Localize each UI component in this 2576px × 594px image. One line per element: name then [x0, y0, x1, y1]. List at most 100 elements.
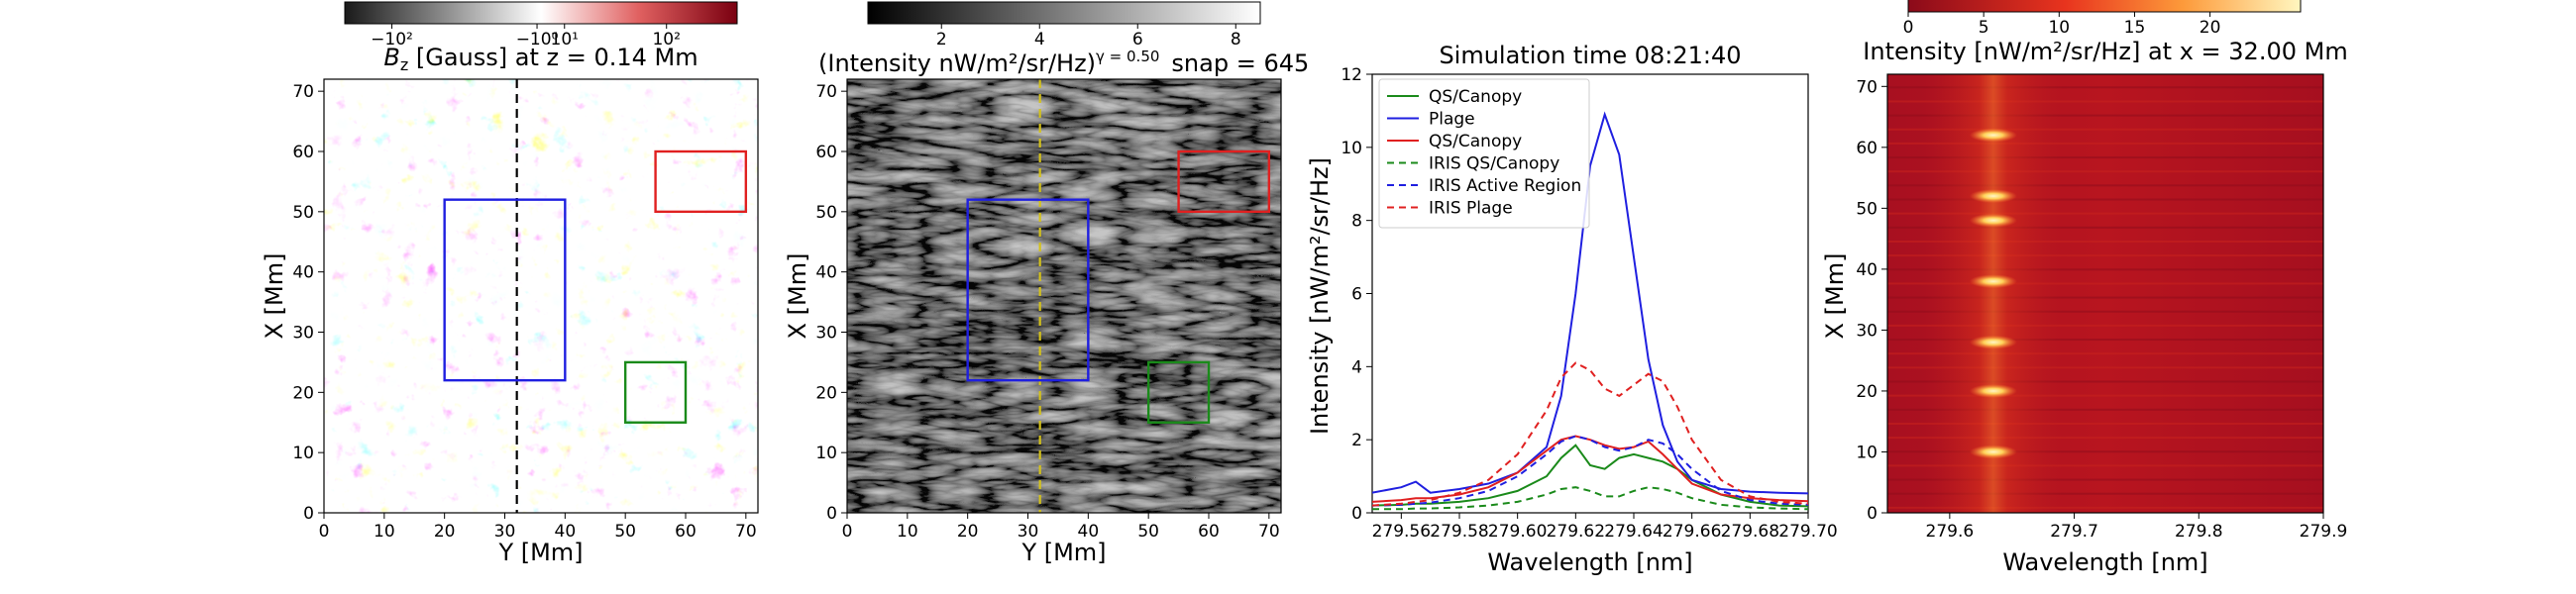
- x-tick-label: 279.66: [1663, 522, 1721, 542]
- y-tick-label: 50: [292, 203, 314, 223]
- y-tick-label: 20: [292, 383, 314, 403]
- y-tick-label: 30: [292, 324, 314, 344]
- y-tick-label: 30: [815, 324, 837, 344]
- spectrogram-row: [1887, 114, 2323, 117]
- intensity-title: (Intensity nW/m²/sr/Hz)γ = 0.50 snap = 64…: [818, 48, 1309, 77]
- x-tick-label: 30: [494, 522, 516, 542]
- series-line: [1372, 361, 1808, 507]
- y-tick-label: 0: [1351, 504, 1362, 524]
- colorbar-tick-label: 5: [1979, 18, 1989, 38]
- legend-box: [1378, 78, 1590, 229]
- bz-colorbar: [344, 1, 738, 25]
- y-tick-label: 4: [1351, 357, 1362, 377]
- legend-label: IRIS Plage: [1429, 199, 1513, 219]
- spectrogram-bright-row: [1969, 383, 2017, 398]
- x-tick-label: 60: [675, 522, 697, 542]
- x-tick-label: 70: [1258, 522, 1280, 542]
- spectrogram-row: [1887, 128, 2323, 131]
- qs-canopy-box-red: [654, 149, 748, 214]
- spectrogram-ylabel: X [Mm]: [1821, 253, 1849, 340]
- y-tick-label: 0: [303, 504, 314, 524]
- x-tick-label: 40: [1078, 522, 1100, 542]
- spectra-ylabel: Intensity [nW/m²/sr/Hz]: [1306, 157, 1334, 435]
- y-tick-label: 10: [1856, 443, 1878, 462]
- y-tick-label: 12: [1341, 65, 1362, 85]
- y-tick-label: 60: [815, 143, 837, 162]
- colorbar-tick-label: 6: [1132, 30, 1143, 50]
- y-tick-label: 40: [815, 263, 837, 283]
- spectrogram-colorbar: [1907, 0, 2302, 13]
- spectrogram-row: [1887, 464, 2323, 467]
- series-line: [1372, 486, 1808, 511]
- x-tick-label: 50: [1137, 522, 1159, 542]
- x-tick-label: 279.56: [1372, 522, 1431, 542]
- x-tick-label: 279.9: [2300, 522, 2348, 542]
- x-tick-label: 0: [319, 522, 330, 542]
- spectrogram-row: [1887, 226, 2323, 229]
- spectrogram-row: [1887, 366, 2323, 369]
- y-tick-label: 10: [292, 444, 314, 463]
- x-tick-label: 279.8: [2175, 522, 2223, 542]
- spectrogram-row: [1887, 310, 2323, 313]
- spectrogram-row: [1887, 339, 2323, 342]
- x-tick-label: 70: [735, 522, 757, 542]
- spectra-panel: Simulation time 08:21:40 279.56 279.58 279…: [1306, 42, 1838, 576]
- y-tick-label: 60: [1856, 139, 1878, 158]
- spectrogram-colorbar-ticks: 0 5 10 15 20: [1903, 12, 2221, 38]
- y-tick-label: 6: [1351, 285, 1362, 305]
- colorbar-tick-label: 15: [2124, 18, 2146, 38]
- intensity-axes-frame: [846, 78, 1282, 514]
- legend-label: IRIS Active Region: [1429, 176, 1581, 196]
- bz-ylabel: X [Mm]: [261, 253, 288, 340]
- x-tick-label: 10: [374, 522, 395, 542]
- y-tick-label: 40: [1856, 260, 1878, 280]
- spectrogram-row: [1887, 437, 2323, 440]
- spectrogram-row: [1887, 156, 2323, 159]
- spectrogram-row: [1887, 450, 2323, 453]
- series-line: [1372, 111, 1808, 495]
- y-tick-label: 50: [1856, 199, 1878, 219]
- qs-canopy-box-green: [1146, 360, 1211, 424]
- x-tick-label: 20: [434, 522, 456, 542]
- y-tick-label: 10: [815, 444, 837, 463]
- spectrogram-axes-frame: [1886, 73, 2324, 514]
- x-tick-label: 60: [1198, 522, 1220, 542]
- x-tick-label: 10: [897, 522, 918, 542]
- spectrogram-row: [1887, 478, 2323, 481]
- colorbar-tick-label: 20: [2200, 18, 2221, 38]
- y-tick-label: 20: [815, 383, 837, 403]
- intensity-ylabel: X [Mm]: [784, 253, 811, 340]
- spectrogram-xlabel: Wavelength [nm]: [2002, 548, 2207, 576]
- spectrogram-row: [1887, 100, 2323, 103]
- spectrogram-bright-row: [1969, 445, 2017, 459]
- spectra-xlabel: Wavelength [nm]: [1487, 548, 1692, 576]
- qs-canopy-box-red: [1177, 149, 1271, 214]
- spectrogram-row: [1887, 492, 2323, 495]
- y-tick-label: 8: [1351, 212, 1362, 232]
- spectrogram-row: [1887, 324, 2323, 327]
- legend-label: QS/Canopy: [1429, 132, 1522, 151]
- bz-title: Bz [Gauss] at z = 0.14 Mm: [383, 44, 698, 74]
- colorbar-tick-label: 10²: [652, 30, 680, 50]
- spectrogram-row: [1887, 142, 2323, 145]
- intensity-xlabel: Y [Mm]: [1020, 539, 1106, 566]
- y-tick-label: 20: [1856, 382, 1878, 402]
- plage-box: [443, 198, 567, 382]
- spectrogram-row: [1887, 184, 2323, 187]
- y-tick-label: 50: [815, 203, 837, 223]
- qs-canopy-box-green: [623, 360, 688, 424]
- x-tick-label: 40: [555, 522, 577, 542]
- intensity-panel: 2 4 6 8 (Intensity nW/m²/sr/Hz)γ = 0.50 snap…: [784, 1, 1309, 566]
- x-tick-label: 279.64: [1604, 522, 1663, 542]
- x-tick-label: 279.70: [1778, 522, 1837, 542]
- spectrogram-row: [1887, 282, 2323, 285]
- y-tick-label: 10: [1341, 139, 1362, 158]
- bz-image: [324, 79, 758, 513]
- x-tick-label: 279.68: [1721, 522, 1779, 542]
- x-tick-label: 30: [1018, 522, 1039, 542]
- spectrogram-row: [1887, 254, 2323, 257]
- series-line: [1372, 444, 1808, 508]
